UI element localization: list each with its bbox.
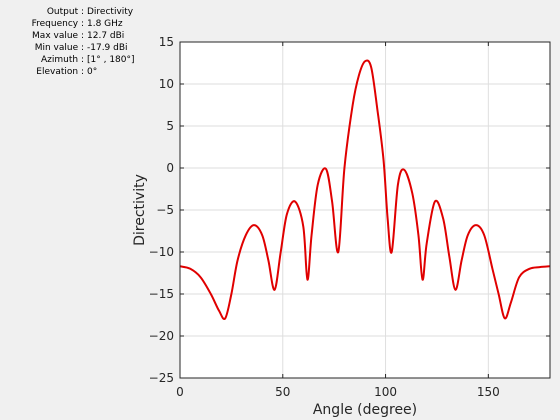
info-label: Output :	[46, 7, 84, 17]
x-tick-label: 100	[374, 385, 397, 399]
y-axis-label: Directivity	[132, 174, 148, 246]
x-tick-label: 150	[477, 385, 500, 399]
y-tick-label: −5	[156, 203, 174, 217]
x-axis-label: Angle (degree)	[313, 402, 417, 418]
info-value: Directivity	[87, 7, 134, 17]
info-row: Azimuth : [1° , 180°]	[0, 54, 200, 66]
info-label: Azimuth :	[41, 55, 84, 65]
info-panel: Output : Directivity Frequency :1.8 GHz Max…	[0, 6, 200, 78]
y-tick-label: 0	[166, 161, 174, 175]
x-tick-label: 50	[275, 385, 290, 399]
y-tick-label: −10	[149, 245, 174, 259]
info-value: -17.9 dBi	[87, 43, 128, 53]
info-label: Frequency :	[31, 19, 84, 29]
directivity-line	[179, 59, 551, 321]
y-tick-label: −20	[149, 329, 174, 343]
info-value: 12.7 dBi	[87, 31, 125, 41]
x-tick-label: 0	[176, 385, 184, 399]
info-value: 1.8 GHz	[87, 19, 123, 29]
info-label: Max value :	[32, 31, 84, 41]
info-label: Min value :	[34, 43, 84, 53]
y-tick-label: −15	[149, 287, 174, 301]
info-row: Elevation :0°	[0, 66, 200, 78]
info-row: Output : Directivity	[0, 6, 200, 18]
info-label: Elevation :	[36, 67, 84, 77]
series-layer	[179, 59, 551, 321]
y-tick-label: 15	[159, 35, 174, 49]
y-tick-label: 10	[159, 77, 174, 91]
info-row: Min value : -17.9 dBi	[0, 42, 200, 54]
info-value: [1° , 180°]	[87, 55, 135, 65]
info-row: Max value :12.7 dBi	[0, 30, 200, 42]
info-row: Frequency :1.8 GHz	[0, 18, 200, 30]
y-tick-label: 5	[166, 119, 174, 133]
y-tick-label: −25	[149, 371, 174, 385]
info-value: 0°	[87, 67, 98, 77]
